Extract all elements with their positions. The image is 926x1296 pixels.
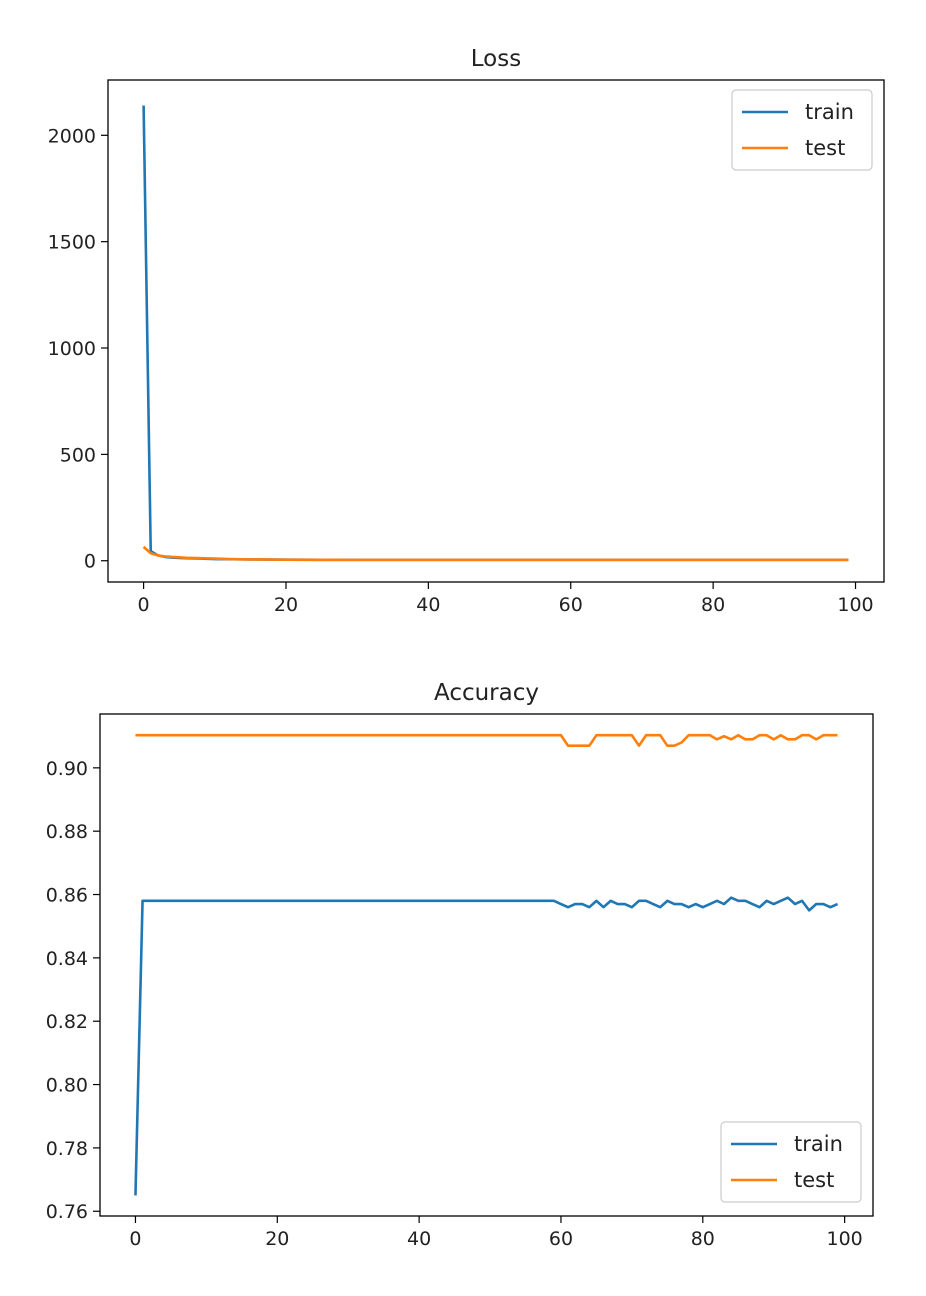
accuracy-y-tick-label: 0.90 [46,758,88,780]
accuracy-axes-frame [99,713,874,1217]
accuracy-x-tick-label: 20 [265,1228,289,1250]
accuracy-x-tick-label: 60 [549,1228,573,1250]
loss-x-tick-label: 60 [559,594,583,616]
loss-y-tick-label: 500 [60,444,96,466]
loss-x-tick-label: 100 [837,594,873,616]
loss-y-tick-label: 1000 [48,338,96,360]
loss-legend-box [731,89,873,171]
loss-chart: Loss 0 20 40 60 80 1000500100015002000trainte… [48,46,885,616]
accuracy-y-tick-label: 0.86 [46,885,88,907]
accuracy-y-tick-label: 0.78 [46,1138,88,1160]
accuracy-x-tick-label: 40 [407,1228,431,1250]
loss-legend-label-train: train [805,100,854,124]
accuracy-legend: train test [720,1121,862,1203]
accuracy-chart: Accuracy 0 20 40 60 80 100 0.76 0.78 0.80 0.82 0.8… [46,680,874,1250]
accuracy-y-tick-label: 0.80 [46,1075,88,1097]
accuracy-x-tick-label: 80 [691,1228,715,1250]
loss-x-tick-label: 40 [416,594,440,616]
loss-y-tick-label: 0 [84,551,96,573]
accuracy-legend-label-train: train [794,1132,843,1156]
loss-x-tick-label: 0 [138,594,150,616]
loss-x-tick-label: 80 [701,594,725,616]
accuracy-legend-label-test: test [794,1168,834,1192]
loss-x-tick-label: 20 [274,594,298,616]
loss-axes-frame [107,79,885,583]
accuracy-x-tick-label: 0 [129,1228,141,1250]
accuracy-y-tick-label: 0.76 [46,1201,88,1223]
loss-y-tick-label: 2000 [48,125,96,147]
loss-chart-title: Loss [471,46,521,72]
accuracy-series-train [134,896,839,1196]
accuracy-series-test [135,733,838,747]
loss-legend-label-test: test [805,136,845,160]
accuracy-legend-box [720,1121,862,1203]
accuracy-y-tick-label: 0.82 [46,1011,88,1033]
accuracy-chart-title: Accuracy [434,680,539,706]
loss-legend: train test [731,89,873,171]
loss-series-test [142,545,849,562]
loss-y-tick-label: 1500 [48,232,96,254]
accuracy-y-tick-label: 0.84 [46,948,88,970]
accuracy-y-tick-label: 0.88 [46,821,88,843]
accuracy-x-tick-label: 100 [827,1228,863,1250]
